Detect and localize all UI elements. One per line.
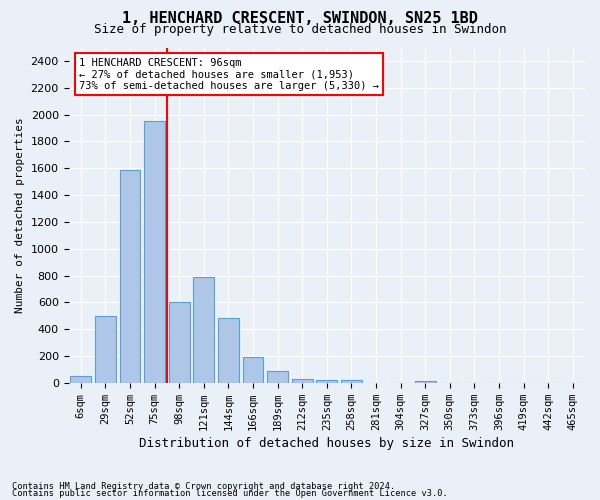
Bar bbox=[415, 382, 436, 383]
X-axis label: Distribution of detached houses by size in Swindon: Distribution of detached houses by size … bbox=[139, 437, 514, 450]
Bar bbox=[169, 302, 190, 383]
Bar bbox=[193, 277, 214, 383]
Bar bbox=[218, 318, 239, 383]
Y-axis label: Number of detached properties: Number of detached properties bbox=[15, 118, 25, 313]
Bar bbox=[119, 170, 140, 383]
Text: Size of property relative to detached houses in Swindon: Size of property relative to detached ho… bbox=[94, 22, 506, 36]
Text: 1, HENCHARD CRESCENT, SWINDON, SN25 1BD: 1, HENCHARD CRESCENT, SWINDON, SN25 1BD bbox=[122, 11, 478, 26]
Bar bbox=[267, 371, 288, 383]
Bar bbox=[242, 356, 263, 383]
Bar bbox=[95, 316, 116, 383]
Text: Contains public sector information licensed under the Open Government Licence v3: Contains public sector information licen… bbox=[12, 490, 448, 498]
Bar bbox=[341, 380, 362, 383]
Text: 1 HENCHARD CRESCENT: 96sqm
← 27% of detached houses are smaller (1,953)
73% of s: 1 HENCHARD CRESCENT: 96sqm ← 27% of deta… bbox=[79, 58, 379, 91]
Bar bbox=[144, 122, 165, 383]
Text: Contains HM Land Registry data © Crown copyright and database right 2024.: Contains HM Land Registry data © Crown c… bbox=[12, 482, 395, 491]
Bar bbox=[292, 379, 313, 383]
Bar bbox=[316, 380, 337, 383]
Bar bbox=[70, 376, 91, 383]
